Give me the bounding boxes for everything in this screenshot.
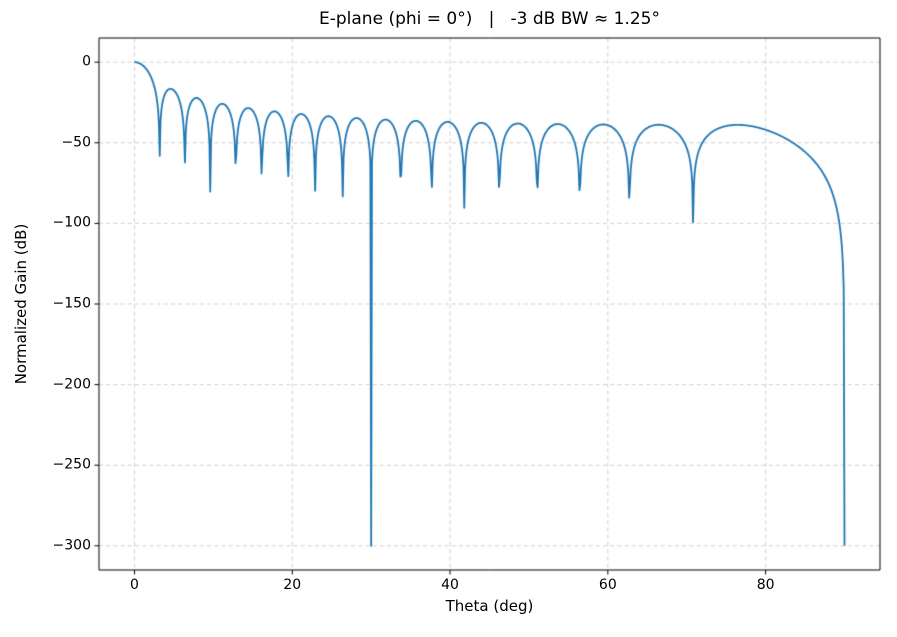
y-tick-label: −300 bbox=[52, 537, 91, 554]
x-axis-label: Theta (deg) bbox=[445, 597, 534, 615]
y-tick-label: −250 bbox=[52, 456, 91, 473]
y-tick-label: −150 bbox=[52, 295, 91, 312]
chart-title: E-plane (phi = 0°) | -3 dB BW ≈ 1.25° bbox=[319, 9, 660, 29]
y-tick-label: 0 bbox=[82, 53, 91, 70]
x-tick-label: 60 bbox=[598, 577, 617, 593]
x-tick-label: 80 bbox=[756, 577, 775, 593]
y-tick-label: −50 bbox=[61, 134, 91, 151]
x-tick-label: 40 bbox=[441, 577, 459, 593]
x-tick-label: 0 bbox=[130, 577, 139, 593]
y-tick-label: −100 bbox=[52, 215, 91, 232]
x-tick-label: 20 bbox=[283, 577, 302, 593]
y-tick-label: −200 bbox=[52, 376, 91, 393]
